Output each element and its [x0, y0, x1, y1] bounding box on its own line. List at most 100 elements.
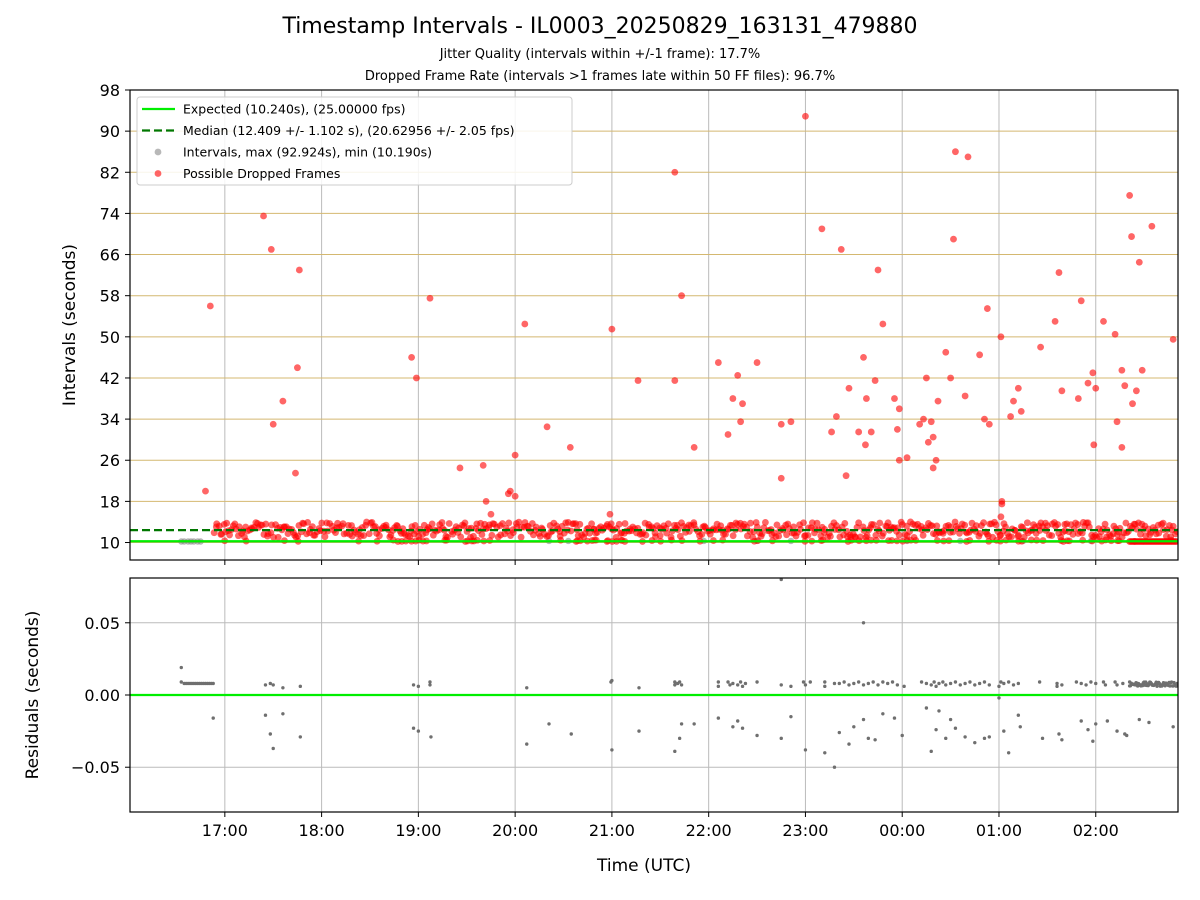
residual-point — [873, 738, 877, 742]
residual-point — [1006, 680, 1011, 684]
dropped-frame-point — [445, 520, 453, 527]
dropped-frame-point — [929, 433, 937, 441]
jitter-subtitle: Jitter Quality (intervals within +/-1 fr… — [439, 47, 761, 62]
residual-point — [1037, 680, 1042, 684]
dropped-frame-point — [729, 395, 737, 402]
dropped-frame-point — [734, 371, 742, 379]
dropped-frame-point — [976, 351, 984, 359]
residual-point — [268, 681, 273, 686]
y-axis-label: Intervals (seconds) — [60, 244, 80, 406]
residual-point — [885, 681, 890, 686]
dropped-frame-point — [308, 523, 316, 531]
dropped-frame-point — [961, 521, 969, 529]
residual-point — [892, 716, 897, 720]
residual-point — [268, 732, 273, 736]
dropped-frame-point — [461, 519, 469, 527]
dropped-frame-point — [1101, 520, 1109, 528]
residual-point — [637, 686, 641, 690]
dropped-frame-point — [1014, 384, 1022, 392]
residual-point — [881, 680, 885, 684]
residual-point — [1089, 680, 1093, 684]
dropped-frame-point — [714, 359, 722, 366]
dropped-frame-point — [992, 521, 1000, 529]
residual-point — [673, 680, 677, 684]
intervals-panel: 10 18 26 34 42 50 58 66 74 82 90 98 Intervals (secon… — [60, 81, 1179, 565]
dropped-frame-point — [1010, 397, 1017, 405]
x-tick-label: 22:00 — [686, 821, 732, 840]
dropped-frame-point — [972, 522, 980, 530]
residual-point — [298, 684, 303, 689]
dropped-frame-point — [1020, 533, 1028, 541]
residual-point — [298, 735, 303, 739]
y-tick-label: 82 — [100, 163, 120, 182]
residual-point — [679, 683, 684, 687]
residual-point — [982, 680, 987, 684]
residual-point — [866, 736, 871, 741]
dropped-frame-point — [456, 464, 464, 472]
residual-point — [411, 726, 416, 730]
residual-point — [1079, 681, 1083, 686]
dropped-frame-point — [777, 474, 785, 482]
dropped-frame-point — [511, 492, 519, 500]
residual-point — [881, 712, 885, 716]
residual-point — [987, 683, 992, 687]
dropped-frame-point — [202, 487, 209, 495]
dropped-frame-point — [1011, 526, 1019, 534]
dropped-frame-point — [916, 420, 924, 428]
residual-point — [941, 680, 945, 684]
residual-point — [823, 751, 827, 755]
residual-point — [948, 717, 953, 722]
dropped-frame-point — [947, 374, 954, 382]
y-tick-label: 10 — [100, 534, 120, 553]
residual-point — [211, 716, 215, 720]
residual-point — [736, 719, 740, 723]
dropped-frame-point — [668, 536, 675, 544]
dropped-frame-point — [698, 531, 706, 538]
dropped-frame-point — [262, 520, 270, 528]
dropped-frame-point — [773, 521, 781, 529]
residual-point — [1002, 729, 1006, 733]
dropped-frame-point — [642, 531, 650, 539]
dropped-frame-point — [870, 521, 877, 529]
dropped-frame-point — [360, 532, 368, 539]
residual-point — [1094, 722, 1098, 726]
dropped-frame-point — [833, 413, 840, 420]
dropped-frame-point — [775, 532, 783, 540]
dropped-frame-point — [206, 302, 214, 310]
dropped-frame-point — [863, 395, 870, 402]
dropped-frame-point — [499, 520, 506, 527]
dropped-frame-point — [842, 472, 850, 480]
residual-point — [726, 680, 730, 684]
dropped-frame-point — [634, 377, 642, 384]
dropped-frame-point — [893, 425, 901, 433]
dropped-frame-point — [426, 294, 434, 302]
y-tick-label: 18 — [100, 492, 120, 511]
residual-point — [428, 680, 432, 684]
dropped-frame-point — [762, 519, 769, 526]
residual-point — [1137, 717, 1141, 722]
residual-point — [1168, 684, 1172, 688]
x-axis-label: Time (UTC) — [596, 856, 691, 876]
residual-point — [679, 722, 684, 726]
residual-point — [876, 683, 880, 687]
dropped-frame-point — [376, 532, 383, 540]
dropped-frame-point — [980, 519, 988, 527]
residual-point — [895, 683, 900, 687]
residual-point — [1121, 681, 1125, 686]
residual-point — [924, 681, 929, 686]
residual-point — [861, 683, 866, 687]
residual-point — [271, 683, 275, 687]
residual-point — [1006, 751, 1011, 755]
dropped-frame-point — [686, 527, 693, 535]
dropped-frame-point — [223, 519, 231, 527]
residual-point — [779, 578, 783, 582]
y-tick-label: 50 — [100, 328, 120, 347]
dropped-frame-point — [1051, 318, 1059, 325]
dropped-frame-point — [876, 519, 884, 527]
legend-label: Intervals, max (92.924s), min (10.190s) — [183, 145, 432, 160]
dropped-frame-point — [479, 461, 487, 469]
residual-point — [1057, 732, 1061, 736]
dropped-frame-point — [929, 464, 937, 472]
dropped-frame-point — [923, 374, 930, 382]
